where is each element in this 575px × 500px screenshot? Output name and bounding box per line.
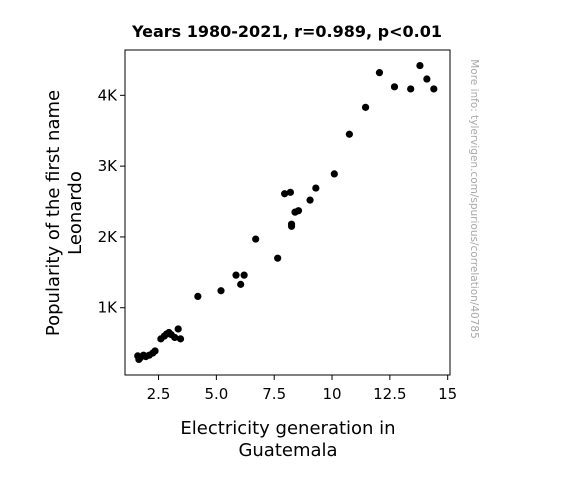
- data-point: [176, 335, 185, 343]
- data-point: [430, 85, 438, 93]
- data-point: [312, 184, 320, 192]
- data-point: [330, 170, 338, 178]
- y-tick-label: 4K: [98, 86, 119, 104]
- data-point: [281, 190, 289, 198]
- x-axis-label-line-1: Electricity generation in: [180, 418, 395, 439]
- x-tick-label: 2.5: [147, 385, 171, 403]
- y-tick-label: 2K: [98, 228, 119, 246]
- data-point: [361, 103, 370, 111]
- x-tick-label: 7.5: [262, 385, 286, 403]
- data-point: [390, 83, 399, 91]
- data-point: [232, 271, 240, 279]
- chart-title: Years 1980-2021, r=0.989, p<0.01: [131, 22, 442, 41]
- data-point: [294, 207, 303, 215]
- data-point: [287, 222, 296, 230]
- x-tick-label: 5.0: [204, 385, 228, 403]
- y-tick-label: 3K: [98, 157, 119, 175]
- data-point: [306, 196, 314, 204]
- watermark: More info: tylervigen.com/spurious/corre…: [468, 59, 480, 339]
- data-point: [194, 292, 202, 301]
- data-point: [174, 325, 182, 333]
- data-point: [151, 347, 159, 355]
- x-axis: 2.5 5.0 7.5 10 12.5 15: [147, 375, 457, 403]
- x-axis-label-line-2: Guatemala: [238, 440, 337, 461]
- data-point: [252, 235, 260, 243]
- x-tick-label: 10: [322, 385, 341, 403]
- x-tick-label: 12.5: [373, 385, 406, 403]
- y-axis-label-line-1: Popularity of the first name: [43, 90, 64, 336]
- y-tick-label: 1K: [98, 299, 119, 317]
- x-tick-label: 15: [438, 385, 457, 403]
- data-point: [407, 85, 415, 93]
- y-axis: 1K 2K 3K 4K: [98, 86, 125, 317]
- data-point: [171, 333, 179, 342]
- y-axis-label-line-2: Leonardo: [65, 171, 86, 255]
- data-point: [286, 188, 294, 196]
- data-point: [345, 130, 353, 138]
- data-point: [237, 280, 245, 288]
- data-point: [375, 69, 384, 77]
- data-point: [423, 75, 431, 83]
- data-point: [416, 61, 424, 70]
- data-point: [240, 271, 248, 279]
- data-points: [134, 61, 438, 364]
- data-point: [274, 254, 282, 262]
- plot-frame: [124, 49, 451, 376]
- data-point: [217, 287, 225, 295]
